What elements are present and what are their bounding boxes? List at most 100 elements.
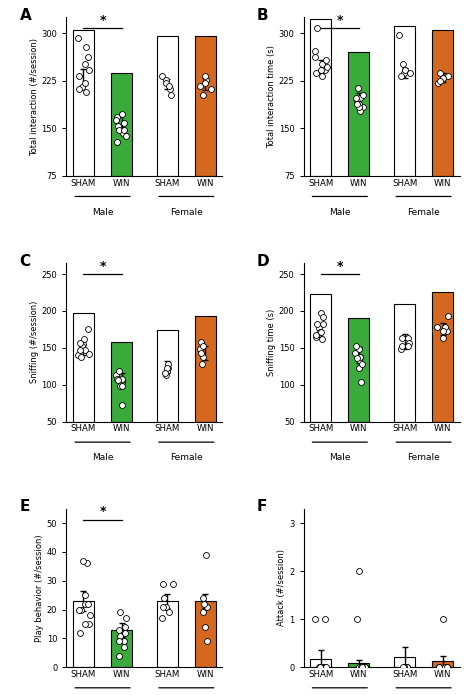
Point <box>198 348 205 359</box>
Point <box>397 71 404 82</box>
Point <box>399 58 407 70</box>
Point <box>75 71 83 82</box>
Point <box>356 99 363 110</box>
Point <box>404 333 412 344</box>
Point <box>312 67 319 79</box>
Point <box>311 614 319 625</box>
Text: E: E <box>19 499 30 514</box>
Point <box>118 108 126 120</box>
Point <box>118 377 126 388</box>
Point <box>436 76 444 87</box>
Point <box>116 630 124 641</box>
Point <box>313 23 321 34</box>
Point <box>200 598 208 610</box>
Point <box>356 351 364 362</box>
Point <box>199 340 207 351</box>
Point <box>353 352 360 363</box>
Point <box>115 624 123 635</box>
Text: D: D <box>257 254 269 268</box>
Point <box>357 662 365 673</box>
Bar <box>394 26 415 176</box>
Point <box>84 324 91 335</box>
Point <box>77 604 84 615</box>
Point <box>199 607 207 618</box>
Text: F: F <box>257 499 267 514</box>
Point <box>322 662 330 673</box>
Point <box>112 370 120 381</box>
Point <box>400 662 408 673</box>
Bar <box>348 318 369 422</box>
Point <box>316 662 324 673</box>
Bar <box>310 19 331 176</box>
Point <box>162 74 169 85</box>
Point <box>118 381 126 392</box>
Point <box>198 359 206 370</box>
Point <box>445 71 452 82</box>
Bar <box>73 313 94 422</box>
Point <box>353 95 361 106</box>
Point <box>356 92 364 104</box>
Point <box>352 340 360 351</box>
Point <box>444 311 452 322</box>
Point <box>199 351 207 362</box>
Point <box>120 124 128 135</box>
Point <box>316 662 324 673</box>
Point <box>120 117 128 129</box>
Point <box>76 627 84 638</box>
Point <box>441 662 449 673</box>
Point <box>441 322 448 333</box>
Point <box>321 614 329 625</box>
Text: Male: Male <box>329 453 351 462</box>
Point <box>356 662 363 673</box>
Text: Male: Male <box>92 453 113 462</box>
Point <box>400 662 408 673</box>
Point <box>317 662 324 673</box>
Point <box>352 92 360 104</box>
Point <box>78 81 86 92</box>
Text: *: * <box>337 14 343 27</box>
Point <box>436 67 443 79</box>
Point <box>81 77 89 88</box>
Text: Female: Female <box>170 453 203 462</box>
Point <box>162 77 169 88</box>
Point <box>316 326 324 337</box>
Point <box>76 337 84 348</box>
Point <box>120 636 128 647</box>
Bar <box>432 292 453 422</box>
Point <box>404 340 412 351</box>
Point <box>122 131 130 142</box>
Point <box>82 87 90 98</box>
Point <box>86 610 93 621</box>
Point <box>313 319 320 330</box>
Point <box>196 344 203 355</box>
Point <box>395 30 402 41</box>
Point <box>74 350 82 361</box>
Point <box>317 326 325 337</box>
Point <box>201 77 209 88</box>
Point <box>116 124 123 135</box>
Point <box>361 662 368 673</box>
Point <box>115 636 123 647</box>
Point <box>315 662 323 673</box>
Point <box>403 662 410 673</box>
Point <box>359 89 367 100</box>
Point <box>159 601 167 612</box>
Point <box>119 127 127 138</box>
Bar <box>73 601 94 667</box>
Point <box>203 601 211 612</box>
Point <box>315 322 323 334</box>
Point <box>159 71 166 82</box>
Y-axis label: Sniffing (#/session): Sniffing (#/session) <box>30 301 39 384</box>
Point <box>356 105 364 116</box>
Point <box>444 325 451 336</box>
Point <box>319 319 327 330</box>
Point <box>358 662 365 673</box>
Bar <box>111 630 132 667</box>
Point <box>202 74 210 85</box>
Point <box>83 558 91 569</box>
Point <box>85 65 93 76</box>
Text: *: * <box>99 259 106 272</box>
Point <box>353 99 361 110</box>
Point <box>163 366 171 377</box>
Point <box>357 377 365 388</box>
